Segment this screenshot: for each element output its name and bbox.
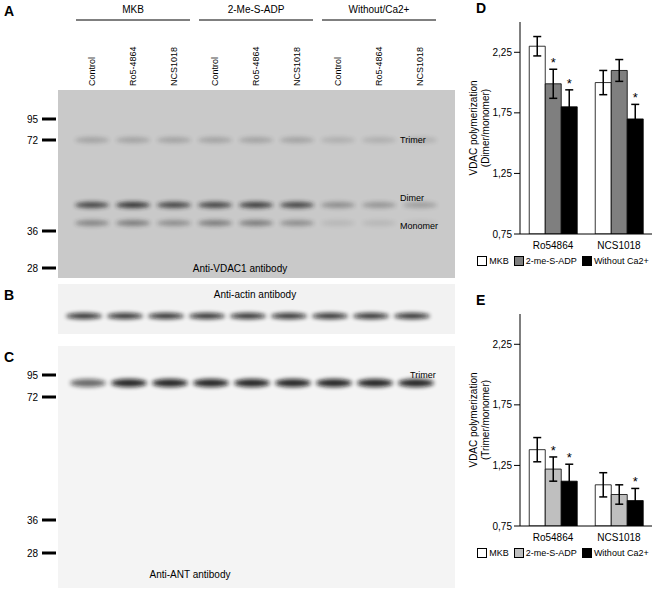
svg-text:Control: Control bbox=[87, 57, 97, 86]
svg-text:1,25: 1,25 bbox=[493, 168, 513, 179]
svg-text:1,25: 1,25 bbox=[493, 460, 513, 471]
svg-text:2,25: 2,25 bbox=[493, 339, 513, 350]
svg-text:B: B bbox=[4, 287, 14, 303]
svg-text:*: * bbox=[551, 443, 556, 458]
svg-text:Control: Control bbox=[333, 57, 343, 86]
svg-text:*: * bbox=[633, 90, 638, 105]
svg-text:2,25: 2,25 bbox=[493, 47, 513, 58]
svg-text:C: C bbox=[4, 349, 14, 365]
svg-text:*: * bbox=[567, 76, 572, 91]
svg-text:Ro5-4864: Ro5-4864 bbox=[374, 46, 384, 86]
svg-text:Anti-ANT antibody: Anti-ANT antibody bbox=[150, 569, 231, 580]
svg-text:28: 28 bbox=[27, 263, 39, 274]
svg-text:Monomer: Monomer bbox=[400, 221, 438, 231]
html-text:D: D bbox=[476, 0, 487, 16]
svg-text:A: A bbox=[4, 3, 14, 19]
svg-text:1,75: 1,75 bbox=[493, 399, 513, 410]
html-text:VDAC polymerization: VDAC polymerization bbox=[468, 372, 479, 468]
svg-text:Dimer: Dimer bbox=[400, 193, 424, 203]
svg-text:*: * bbox=[567, 450, 572, 465]
svg-text:Anti-actin antibody: Anti-actin antibody bbox=[214, 289, 296, 300]
html-text:VDAC polymerization: VDAC polymerization bbox=[468, 80, 479, 176]
svg-text:1,75: 1,75 bbox=[493, 107, 513, 118]
svg-text:NCS1018: NCS1018 bbox=[415, 47, 425, 86]
svg-text:MKB: MKB bbox=[122, 4, 144, 15]
svg-text:Control: Control bbox=[210, 57, 220, 86]
svg-text:95: 95 bbox=[27, 370, 39, 381]
svg-text:Ro5-4864: Ro5-4864 bbox=[251, 46, 261, 86]
svg-text:28: 28 bbox=[27, 548, 39, 559]
svg-text:*: * bbox=[633, 474, 638, 489]
svg-text:NCS1018: NCS1018 bbox=[169, 47, 179, 86]
html-text:MKB: MKB bbox=[489, 256, 509, 266]
svg-text:36: 36 bbox=[27, 515, 39, 526]
html-text:Without Ca2+: Without Ca2+ bbox=[593, 256, 649, 266]
svg-text:0,75: 0,75 bbox=[493, 229, 513, 240]
html-text:2-me-S-ADP: 2-me-S-ADP bbox=[525, 548, 577, 558]
svg-text:Trimer: Trimer bbox=[410, 370, 436, 380]
html-text:(Trimer/monomer): (Trimer/monomer) bbox=[480, 379, 491, 461]
svg-text:NCS1018: NCS1018 bbox=[597, 240, 641, 251]
svg-text:Ro54864: Ro54864 bbox=[533, 532, 574, 543]
svg-text:72: 72 bbox=[27, 392, 39, 403]
html-text:MKB: MKB bbox=[489, 548, 509, 558]
svg-text:*: * bbox=[551, 55, 556, 70]
svg-text:36: 36 bbox=[27, 226, 39, 237]
svg-text:Ro5-4864: Ro5-4864 bbox=[128, 46, 138, 86]
svg-text:NCS1018: NCS1018 bbox=[597, 532, 641, 543]
svg-text:95: 95 bbox=[27, 114, 39, 125]
svg-text:72: 72 bbox=[27, 135, 39, 146]
html-text:2-me-S-ADP: 2-me-S-ADP bbox=[525, 256, 577, 266]
svg-text:Anti-VDAC1 antibody: Anti-VDAC1 antibody bbox=[193, 263, 288, 274]
svg-text:Without/Ca2+: Without/Ca2+ bbox=[349, 4, 410, 15]
svg-text:0,75: 0,75 bbox=[493, 521, 513, 532]
html-text:(Dimer/monomer): (Dimer/monomer) bbox=[480, 88, 491, 168]
html-text:Without Ca2+: Without Ca2+ bbox=[593, 548, 649, 558]
svg-text:2-Me-S-ADP: 2-Me-S-ADP bbox=[228, 4, 285, 15]
svg-text:NCS1018: NCS1018 bbox=[292, 47, 302, 86]
svg-text:Trimer: Trimer bbox=[400, 135, 426, 145]
html-text:E: E bbox=[476, 292, 486, 308]
svg-text:Ro54864: Ro54864 bbox=[533, 240, 574, 251]
